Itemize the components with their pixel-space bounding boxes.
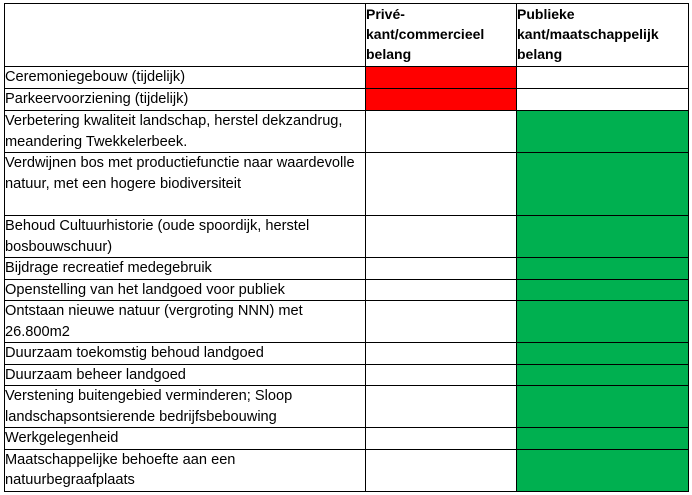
private-interest-cell-empty (365, 278, 517, 301)
public-interest-marker (516, 385, 689, 428)
table-row: Ceremoniegebouw (tijdelijk) (4, 66, 689, 89)
public-interest-marker (516, 300, 689, 343)
row-label: Parkeervoorziening (tijdelijk) (4, 88, 366, 111)
private-interest-cell-empty (365, 427, 517, 450)
public-interest-cell-empty (516, 88, 689, 111)
public-interest-marker (516, 110, 689, 153)
public-interest-marker (516, 427, 689, 450)
public-interest-marker (516, 363, 689, 386)
row-label: Verdwijnen bos met productiefunctie naar… (4, 152, 366, 216)
public-interest-marker (516, 257, 689, 280)
private-interest-marker (365, 88, 517, 111)
header-row: Privé-kant/commercieel belang Publieke k… (4, 3, 689, 67)
table-row: Bijdrage recreatief medegebruik (4, 257, 689, 280)
row-label: Maatschappelijke behoefte aan een natuur… (4, 448, 366, 492)
private-interest-cell-empty (365, 385, 517, 428)
row-label: Ontstaan nieuwe natuur (vergroting NNN) … (4, 300, 366, 343)
table-row: Verbetering kwaliteit landschap, herstel… (4, 110, 689, 153)
table-row: Werkgelegenheid (4, 427, 689, 450)
row-label: Openstelling van het landgoed voor publi… (4, 278, 366, 301)
table-row: Verdwijnen bos met productiefunctie naar… (4, 152, 689, 216)
header-description-cell (4, 3, 366, 67)
public-interest-marker (516, 448, 689, 492)
private-interest-marker (365, 66, 517, 89)
public-interest-cell-empty (516, 66, 689, 89)
row-label: Duurzaam beheer landgoed (4, 363, 366, 386)
private-interest-cell-empty (365, 257, 517, 280)
table-row: Verstening buitengebied verminderen; Slo… (4, 385, 689, 428)
header-private-interest: Privé-kant/commercieel belang (365, 3, 517, 67)
interest-matrix-table: Privé-kant/commercieel belang Publieke k… (4, 3, 689, 492)
row-label: Ceremoniegebouw (tijdelijk) (4, 66, 366, 89)
row-label: Verbetering kwaliteit landschap, herstel… (4, 110, 366, 153)
header-public-interest: Publieke kant/maatschappelijk belang (516, 3, 689, 67)
private-interest-cell-empty (365, 300, 517, 343)
public-interest-marker (516, 215, 689, 258)
private-interest-cell-empty (365, 110, 517, 153)
table-row: Openstelling van het landgoed voor publi… (4, 278, 689, 301)
private-interest-cell-empty (365, 448, 517, 492)
row-label: Verstening buitengebied verminderen; Slo… (4, 385, 366, 428)
table-row: Duurzaam beheer landgoed (4, 363, 689, 386)
table-row: Maatschappelijke behoefte aan een natuur… (4, 448, 689, 492)
private-interest-cell-empty (365, 215, 517, 258)
row-label: Behoud Cultuurhistorie (oude spoordijk, … (4, 215, 366, 258)
row-label: Bijdrage recreatief medegebruik (4, 257, 366, 280)
row-label: Duurzaam toekomstig behoud landgoed (4, 342, 366, 365)
table-row: Duurzaam toekomstig behoud landgoed (4, 342, 689, 365)
table-row: Parkeervoorziening (tijdelijk) (4, 88, 689, 111)
public-interest-marker (516, 152, 689, 216)
table-row: Behoud Cultuurhistorie (oude spoordijk, … (4, 215, 689, 258)
table-row: Ontstaan nieuwe natuur (vergroting NNN) … (4, 300, 689, 343)
row-label: Werkgelegenheid (4, 427, 366, 450)
private-interest-cell-empty (365, 363, 517, 386)
private-interest-cell-empty (365, 342, 517, 365)
public-interest-marker (516, 278, 689, 301)
private-interest-cell-empty (365, 152, 517, 216)
public-interest-marker (516, 342, 689, 365)
